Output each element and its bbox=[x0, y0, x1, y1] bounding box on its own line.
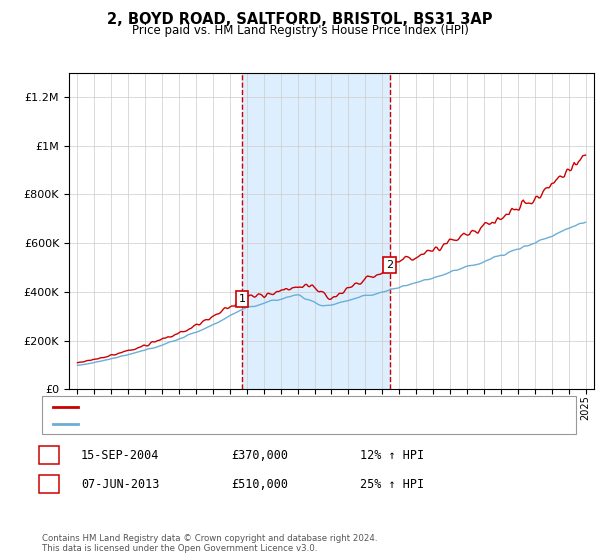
Text: 1: 1 bbox=[46, 449, 52, 462]
Text: 2, BOYD ROAD, SALTFORD, BRISTOL, BS31 3AP: 2, BOYD ROAD, SALTFORD, BRISTOL, BS31 3A… bbox=[107, 12, 493, 27]
Text: Contains HM Land Registry data © Crown copyright and database right 2024.
This d: Contains HM Land Registry data © Crown c… bbox=[42, 534, 377, 553]
Text: 2: 2 bbox=[386, 260, 394, 270]
Text: 2, BOYD ROAD, SALTFORD, BRISTOL, BS31 3AP (detached house): 2, BOYD ROAD, SALTFORD, BRISTOL, BS31 3A… bbox=[85, 402, 409, 412]
Text: 15-SEP-2004: 15-SEP-2004 bbox=[81, 449, 160, 462]
Text: £370,000: £370,000 bbox=[231, 449, 288, 462]
Bar bbox=[242, 73, 390, 389]
Text: 25% ↑ HPI: 25% ↑ HPI bbox=[360, 478, 424, 491]
Text: 12% ↑ HPI: 12% ↑ HPI bbox=[360, 449, 424, 462]
Text: Price paid vs. HM Land Registry's House Price Index (HPI): Price paid vs. HM Land Registry's House … bbox=[131, 24, 469, 36]
Text: 07-JUN-2013: 07-JUN-2013 bbox=[81, 478, 160, 491]
Text: 2: 2 bbox=[46, 478, 52, 491]
Text: 1: 1 bbox=[239, 294, 245, 304]
Text: £510,000: £510,000 bbox=[231, 478, 288, 491]
Text: HPI: Average price, detached house, Bath and North East Somerset: HPI: Average price, detached house, Bath… bbox=[85, 419, 421, 430]
